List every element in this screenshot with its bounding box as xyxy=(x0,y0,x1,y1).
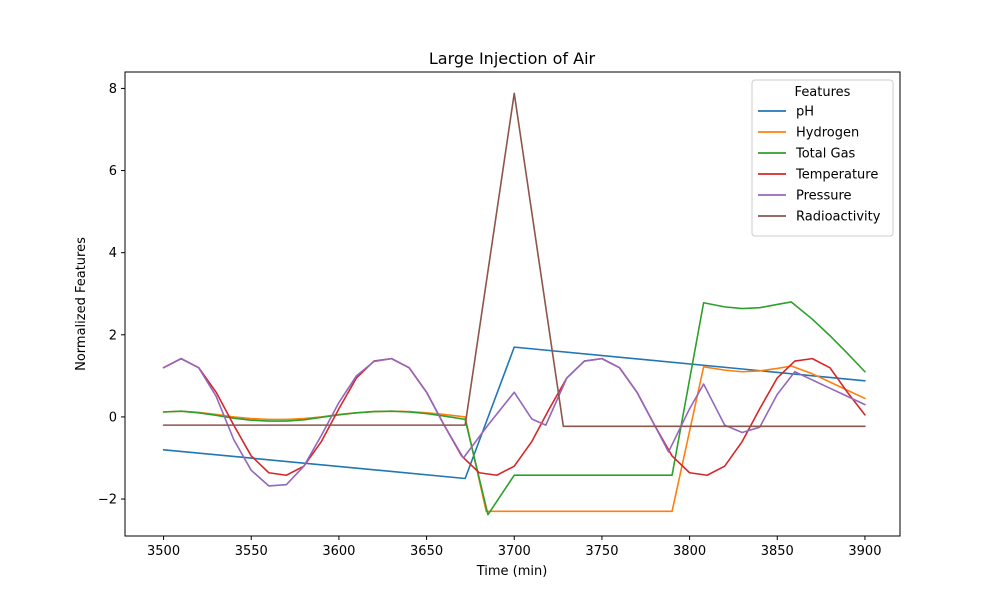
x-tick-label: 3900 xyxy=(848,544,881,559)
x-tick-label: 3800 xyxy=(673,544,706,559)
legend-title: Features xyxy=(795,85,851,100)
series-line-ph xyxy=(162,346,866,480)
plot-area xyxy=(162,92,866,516)
legend-label: Radioactivity xyxy=(796,210,881,225)
legend-label: Total Gas xyxy=(795,147,856,162)
y-axis: −2 0 2 4 6 8 xyxy=(98,82,125,508)
y-tick-label: 8 xyxy=(109,82,117,97)
y-tick-label: 2 xyxy=(109,328,117,343)
axes-frame xyxy=(124,71,901,537)
legend-label: Pressure xyxy=(796,189,852,204)
x-tick-label: 3650 xyxy=(410,544,443,559)
legend-box xyxy=(751,79,894,237)
y-axis-label: Normalized Features xyxy=(74,237,89,371)
y-tick-label: 0 xyxy=(109,410,117,425)
x-tick-label: 3750 xyxy=(585,544,618,559)
x-tick-label: 3850 xyxy=(761,544,794,559)
x-axis: 3500 3550 3600 3650 3700 3750 3800 3850 3900 xyxy=(147,536,881,559)
legend-label: pH xyxy=(796,105,814,120)
series-line-temperature xyxy=(162,357,866,477)
legend: Features pH Hydrogen Total Gas Temperature Pr… xyxy=(751,79,894,237)
x-axis-label: Time (min) xyxy=(476,564,548,579)
series-line-total-gas xyxy=(162,301,866,516)
y-tick-label: −2 xyxy=(98,493,117,508)
legend-label: Hydrogen xyxy=(796,126,859,141)
x-tick-label: 3700 xyxy=(498,544,531,559)
legend-label: Temperature xyxy=(795,168,878,183)
y-tick-label: 4 xyxy=(109,246,117,261)
x-tick-label: 3550 xyxy=(235,544,268,559)
series-line-pressure xyxy=(162,357,866,487)
series-line-hydrogen xyxy=(162,365,866,513)
x-tick-label: 3500 xyxy=(147,544,180,559)
chart-title: Large Injection of Air xyxy=(429,49,596,68)
series-line-radioactivity xyxy=(162,92,866,428)
x-tick-label: 3600 xyxy=(322,544,355,559)
y-tick-label: 6 xyxy=(109,164,117,179)
